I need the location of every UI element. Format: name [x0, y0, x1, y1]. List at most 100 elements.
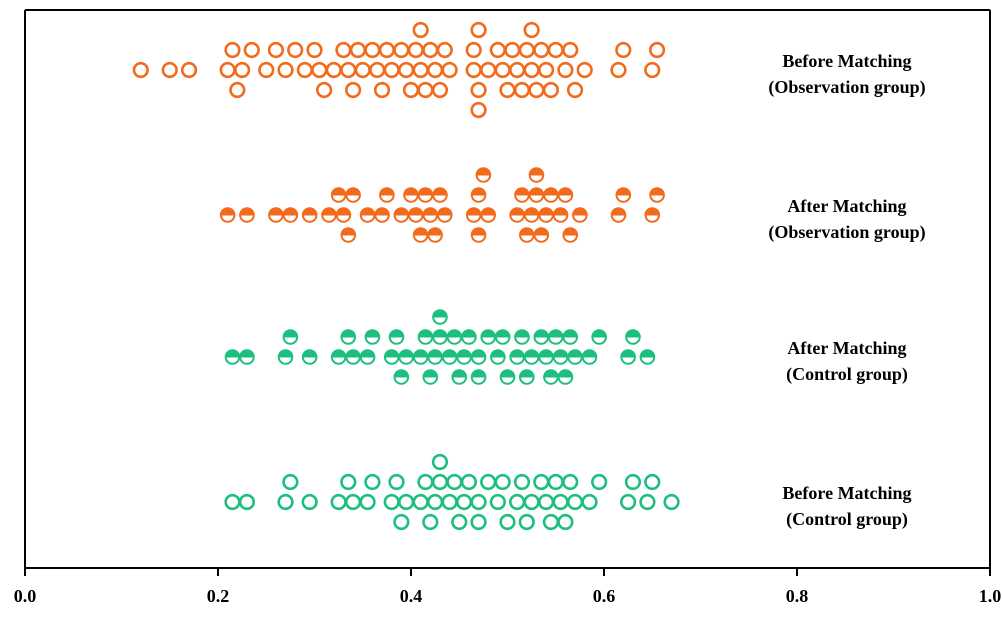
data-point [581, 349, 598, 365]
data-point [499, 81, 516, 99]
point-fill [562, 329, 578, 338]
x-tick-label: 1.0 [979, 586, 1002, 606]
data-point [422, 41, 439, 59]
data-point [470, 81, 487, 99]
data-point [615, 41, 632, 59]
group-label-line2: (Observation group) [768, 222, 925, 243]
data-point [393, 41, 410, 59]
data-point [301, 207, 318, 223]
point-fill [611, 207, 626, 216]
data-point [480, 61, 497, 79]
data-point [562, 473, 579, 491]
data-point [639, 349, 656, 365]
data-point [427, 227, 443, 243]
data-point [465, 41, 482, 59]
data-point [243, 41, 260, 59]
data-point [639, 493, 656, 511]
data-point [562, 41, 579, 59]
data-point [644, 473, 661, 491]
data-point [369, 61, 386, 79]
point-fill [640, 349, 655, 358]
data-point [533, 329, 550, 345]
data-point [663, 493, 680, 511]
data-point [460, 473, 478, 491]
data-point [359, 349, 376, 365]
data-point [519, 369, 535, 385]
data-points [132, 21, 680, 531]
data-point [287, 41, 304, 59]
data-point [383, 493, 400, 511]
data-point [644, 207, 661, 223]
data-point [282, 207, 299, 223]
data-point [509, 207, 525, 223]
data-point [378, 41, 395, 59]
data-point [649, 187, 665, 203]
point-fill [278, 349, 293, 358]
point-fill [558, 187, 573, 196]
data-point [340, 329, 357, 345]
data-point [624, 473, 642, 491]
data-point [562, 227, 579, 243]
point-fill [283, 329, 298, 338]
data-point [538, 349, 554, 365]
data-point [402, 81, 420, 99]
data-point [219, 61, 236, 79]
data-point [441, 61, 458, 79]
data-point [301, 493, 318, 511]
data-point [422, 207, 439, 223]
point-fill [572, 207, 588, 216]
data-point [282, 473, 299, 491]
data-point [132, 61, 149, 79]
data-point [523, 349, 540, 365]
data-point [436, 207, 453, 223]
data-point [364, 473, 381, 491]
data-point [465, 207, 482, 223]
data-point [620, 493, 637, 511]
data-point [552, 207, 569, 223]
data-point [499, 513, 516, 531]
data-point [475, 167, 492, 183]
x-axis-ticks: 0.0 0.2 0.4 0.6 0.8 1.0 [14, 568, 1002, 606]
data-point [499, 369, 516, 385]
data-point [620, 349, 636, 365]
data-point [349, 41, 367, 59]
point-fill [451, 369, 467, 378]
data-point [277, 349, 294, 365]
data-point [161, 61, 178, 79]
data-point [219, 207, 236, 223]
data-point [451, 369, 468, 385]
data-point [610, 61, 627, 79]
point-fill [360, 349, 375, 358]
data-point [441, 493, 458, 511]
point-fill [336, 207, 351, 216]
data-point [470, 493, 487, 511]
data-point [509, 349, 525, 365]
data-point [345, 493, 362, 511]
data-point [316, 81, 333, 99]
data-point [470, 349, 487, 365]
data-point [648, 41, 666, 59]
data-point [557, 61, 574, 79]
data-point [398, 493, 415, 511]
data-point [354, 61, 371, 79]
data-point [258, 61, 275, 79]
point-fill [220, 207, 235, 216]
data-point [523, 493, 540, 511]
data-point [441, 349, 458, 365]
data-point [393, 207, 410, 223]
point-fill [519, 369, 535, 378]
data-point [412, 349, 429, 365]
data-point [408, 207, 424, 223]
point-fill [379, 187, 395, 196]
data-point [456, 349, 472, 365]
data-point [296, 61, 313, 79]
x-tick-label: 0.0 [14, 586, 37, 606]
point-fill [553, 207, 568, 216]
data-point [494, 473, 511, 491]
data-point [518, 41, 535, 59]
data-point [383, 349, 400, 365]
point-fill [340, 227, 356, 236]
data-point [412, 21, 429, 39]
data-point [335, 207, 352, 223]
data-point [431, 81, 449, 99]
